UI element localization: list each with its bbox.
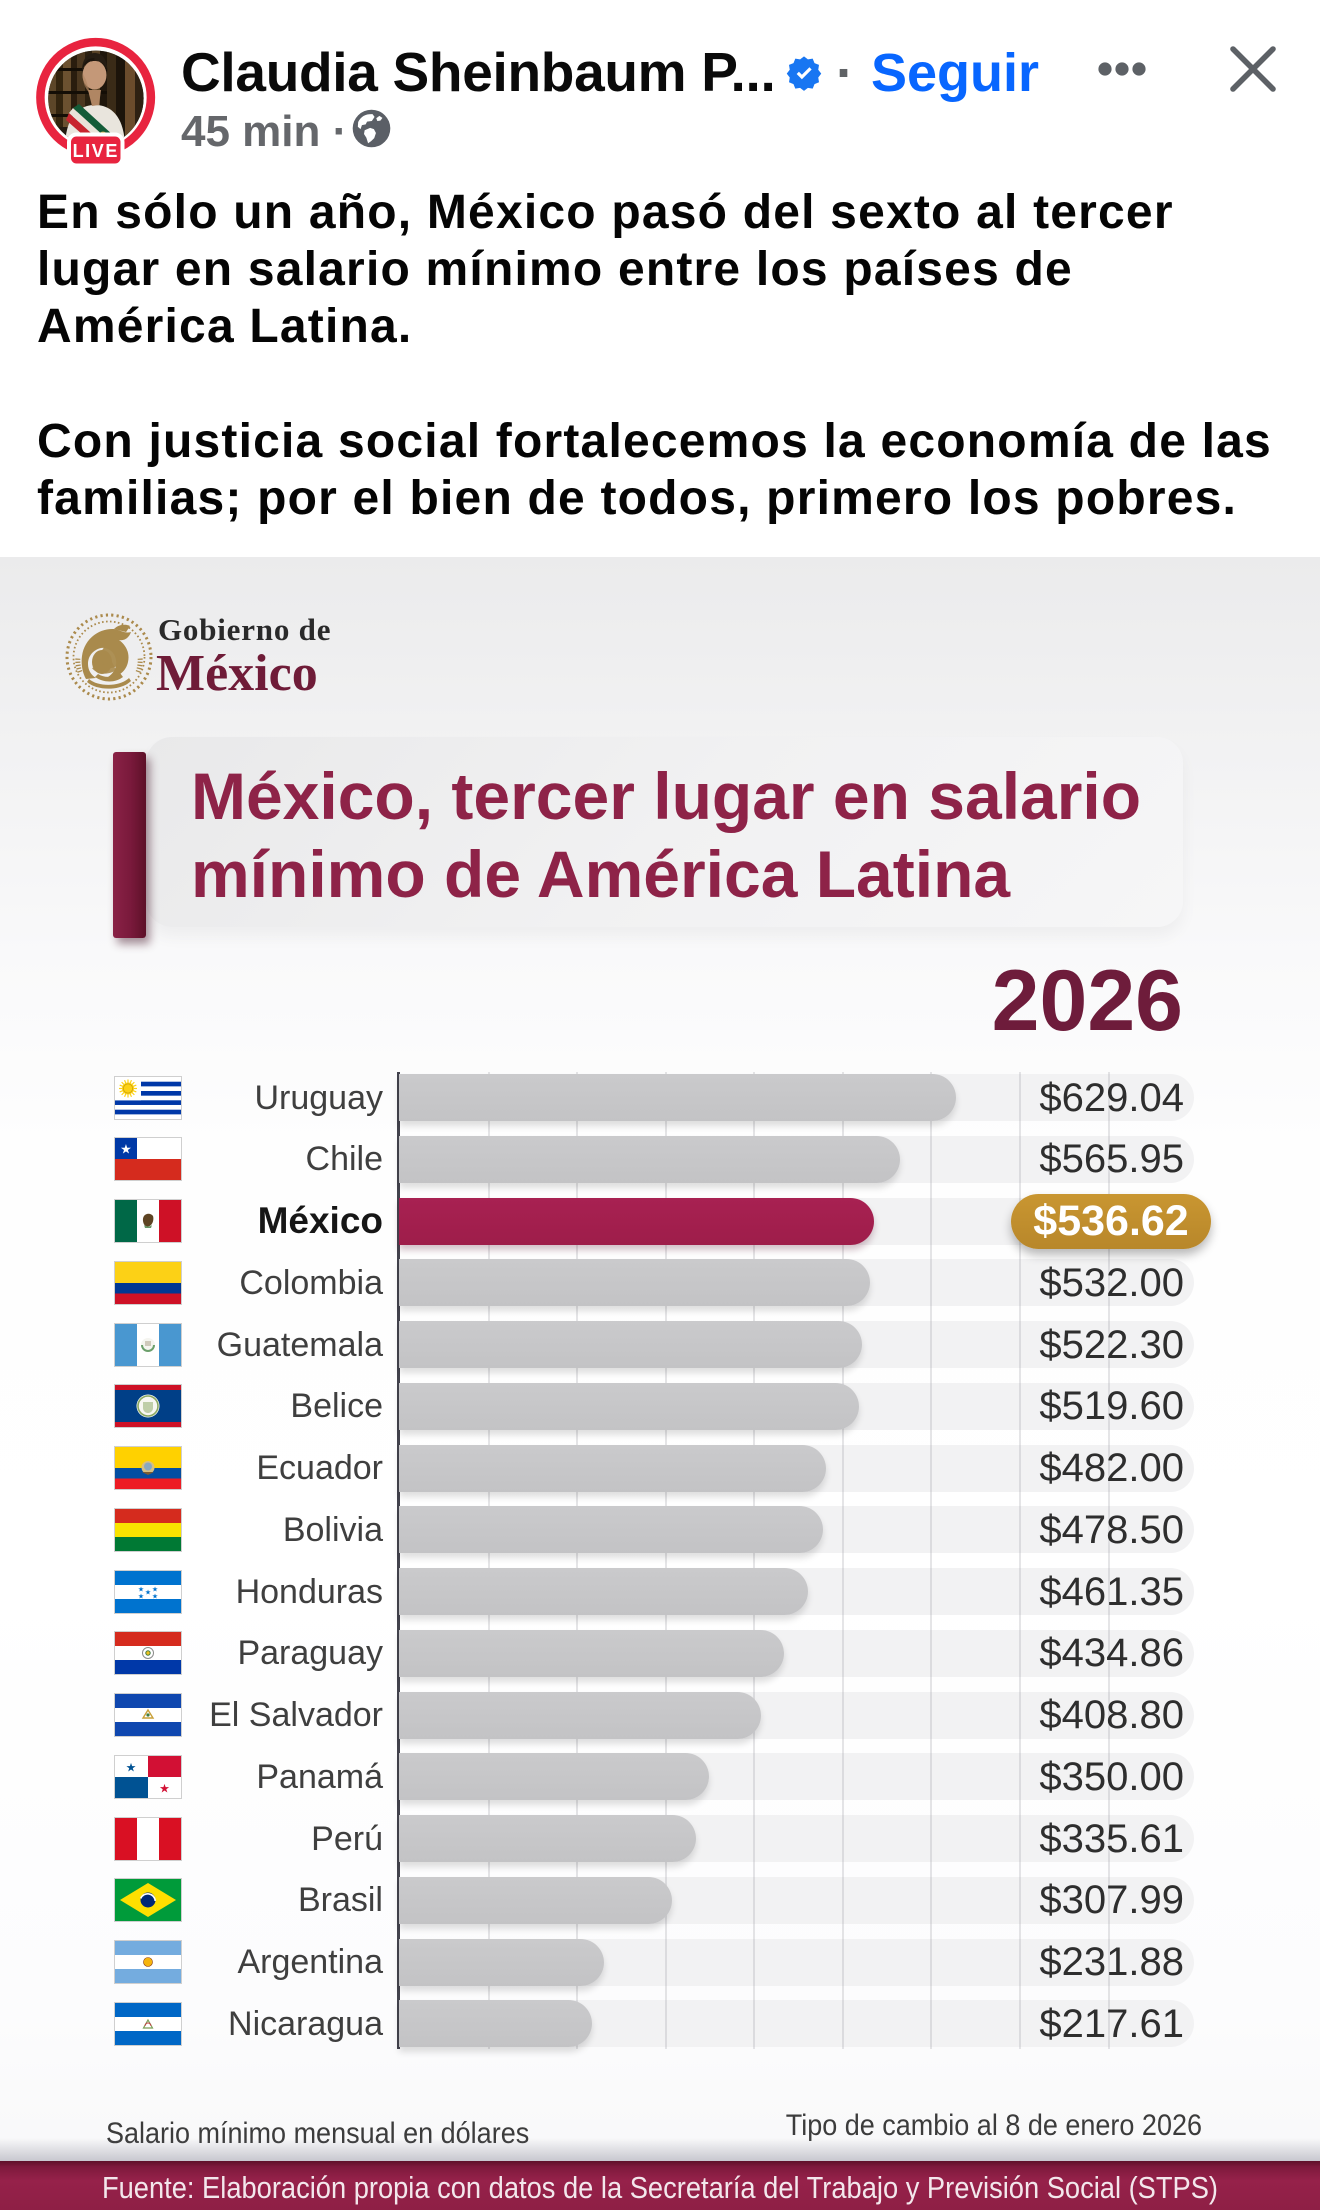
svg-text:★: ★ <box>145 1588 151 1596</box>
svg-text:★: ★ <box>120 1142 132 1157</box>
svg-text:★: ★ <box>159 1781 170 1795</box>
svg-text:★: ★ <box>126 1760 137 1774</box>
svg-text:★: ★ <box>152 1592 158 1600</box>
svg-text:★: ★ <box>152 1585 158 1593</box>
svg-text:★: ★ <box>138 1592 144 1600</box>
svg-text:LIVE: LIVE <box>73 141 119 161</box>
svg-text:★: ★ <box>138 1585 144 1593</box>
